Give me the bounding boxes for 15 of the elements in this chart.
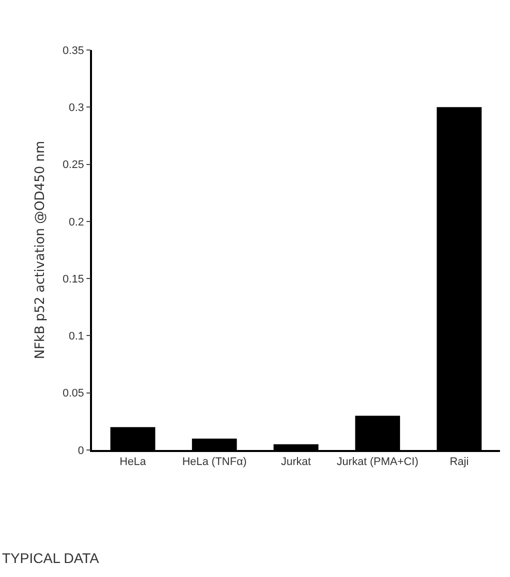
y-tick-label: 0.35 [62,44,84,57]
x-tick-label: HeLa [120,456,147,468]
text: TYPICAL DATA [2,550,100,566]
y-tick-label: 0.25 [62,159,84,172]
y-tick-label: 0.05 [62,388,84,400]
y-tick-label: 0 [78,444,84,457]
y-tick-label: 0.2 [68,216,84,228]
y-axis-title: NFkB p52 activation @OD450 nm [33,140,48,360]
y-tick-label: 0.15 [62,273,84,286]
x-tick-label: HeLa (TNFα) [182,456,247,468]
x-tick-label: Raji [450,456,469,468]
x-tick-label: Jurkat (PMA+CI) [336,456,418,468]
y-tick-label: 0.3 [68,102,84,114]
y-tick-label: 0.1 [68,330,84,343]
x-tick-label: Jurkat [281,456,311,468]
